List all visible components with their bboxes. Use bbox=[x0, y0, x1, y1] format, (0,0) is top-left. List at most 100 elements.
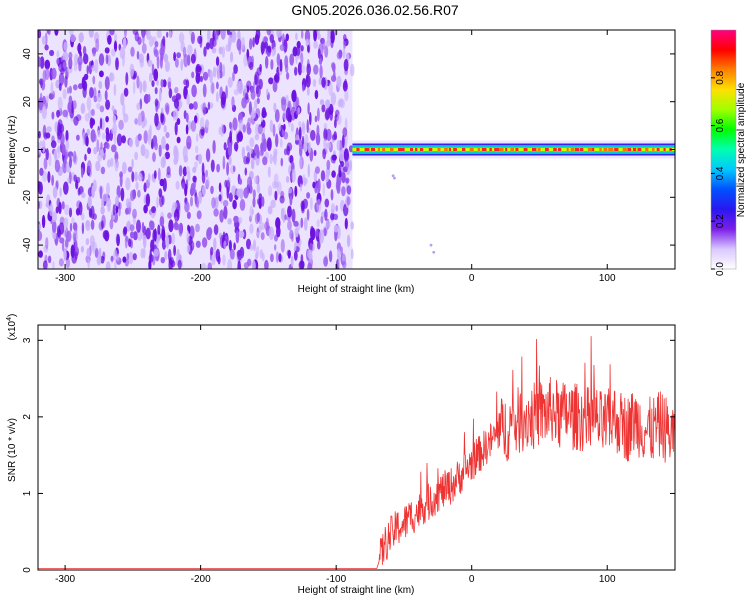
noise-speckle bbox=[321, 77, 326, 88]
noise-speckle bbox=[338, 170, 342, 178]
noise-speckle bbox=[192, 166, 197, 173]
noise-speckle bbox=[341, 134, 345, 149]
noise-speckle bbox=[209, 37, 214, 50]
noise-speckle bbox=[318, 77, 323, 86]
noise-speckle bbox=[78, 61, 82, 72]
x-tick-label: -300 bbox=[55, 273, 75, 284]
noise-speckle bbox=[284, 214, 287, 221]
noise-speckle bbox=[44, 44, 49, 51]
noise-speckle bbox=[249, 38, 253, 50]
noise-speckle bbox=[176, 136, 181, 144]
noise-speckle bbox=[76, 134, 80, 141]
noise-speckle bbox=[161, 107, 164, 114]
spectrogram-y-ticks: -40 -20 0 20 40 bbox=[22, 48, 675, 252]
noise-speckle bbox=[154, 112, 159, 127]
noise-speckle bbox=[190, 31, 195, 44]
noise-speckle bbox=[70, 33, 76, 43]
noise-speckle bbox=[101, 196, 104, 211]
noise-speckle bbox=[40, 80, 43, 89]
colorbar-frame bbox=[710, 29, 737, 270]
noise-speckle bbox=[293, 220, 299, 227]
noise-speckle bbox=[252, 189, 256, 199]
noise-speckle bbox=[299, 155, 303, 170]
noise-speckle bbox=[258, 197, 263, 209]
noise-speckle bbox=[138, 172, 143, 182]
noise-speckle bbox=[175, 180, 180, 190]
noise-speckle bbox=[49, 49, 55, 57]
noise-speckle bbox=[119, 173, 123, 188]
x-tick-label: -200 bbox=[191, 574, 211, 585]
noise-speckle bbox=[331, 62, 336, 70]
noise-speckle bbox=[279, 44, 285, 51]
noise-speckle bbox=[301, 30, 304, 39]
noise-speckle bbox=[312, 181, 316, 189]
noise-speckle bbox=[307, 249, 313, 259]
noise-speckle bbox=[220, 123, 224, 137]
noise-speckle bbox=[57, 96, 63, 111]
noise-speckle bbox=[254, 175, 259, 184]
noise-speckle bbox=[65, 257, 70, 269]
noise-speckle bbox=[319, 64, 323, 79]
noise-speckle bbox=[318, 57, 323, 65]
noise-speckle bbox=[41, 214, 46, 229]
noise-speckle bbox=[38, 230, 43, 241]
noise-speckle bbox=[94, 247, 99, 258]
noise-speckle bbox=[298, 260, 305, 269]
noise-speckle bbox=[254, 33, 260, 46]
noise-speckle bbox=[80, 245, 84, 253]
noise-speckle bbox=[229, 51, 234, 63]
noise-speckle bbox=[195, 145, 199, 154]
noise-speckle bbox=[213, 237, 217, 251]
noise-speckle bbox=[221, 91, 227, 106]
noise-speckle bbox=[275, 251, 279, 263]
snr-marks bbox=[38, 336, 675, 569]
noise-speckle bbox=[222, 155, 226, 170]
noise-speckle bbox=[38, 250, 43, 258]
noise-speckle bbox=[339, 149, 345, 162]
noise-speckle bbox=[126, 253, 130, 261]
colorbar: 0.0 0.2 0.4 0.6 0.8 Normalized spectral ampl… bbox=[710, 29, 747, 276]
noise-speckle bbox=[156, 79, 159, 86]
noise-speckle bbox=[159, 216, 165, 227]
noise-speckle bbox=[274, 109, 280, 123]
noise-speckle bbox=[330, 75, 337, 82]
noise-speckle bbox=[222, 254, 226, 266]
noise-speckle bbox=[156, 196, 159, 209]
noise-speckle bbox=[58, 72, 65, 86]
noise-speckle bbox=[218, 46, 223, 55]
noise-speckle bbox=[328, 250, 333, 263]
y-tick-label: -40 bbox=[22, 237, 33, 252]
noise-speckle bbox=[276, 30, 282, 38]
noise-speckle bbox=[266, 88, 269, 96]
noise-speckle bbox=[134, 118, 139, 125]
signal-peak bbox=[498, 148, 504, 151]
noise-speckle bbox=[254, 74, 258, 86]
noise-speckle bbox=[143, 204, 148, 214]
noise-speckle bbox=[100, 148, 104, 158]
noise-speckle bbox=[98, 70, 104, 78]
noise-speckle bbox=[317, 48, 321, 59]
noise-speckle bbox=[132, 253, 137, 261]
noise-speckle bbox=[256, 67, 262, 76]
signal-peak bbox=[410, 148, 413, 151]
noise-speckle bbox=[315, 132, 321, 146]
noise-speckle bbox=[174, 121, 178, 136]
y-tick-label: 2 bbox=[22, 414, 33, 420]
noise-speckle bbox=[217, 255, 221, 265]
noise-speckle bbox=[113, 83, 117, 96]
noise-speckle bbox=[335, 205, 339, 212]
noise-speckle bbox=[255, 123, 261, 137]
noise-speckle bbox=[278, 253, 282, 263]
noise-speckle bbox=[261, 196, 265, 207]
noise-speckle bbox=[341, 260, 347, 269]
signal-peak bbox=[390, 148, 394, 151]
noise-speckle bbox=[285, 175, 290, 183]
noise-speckle bbox=[41, 35, 47, 46]
noise-speckle bbox=[233, 64, 238, 75]
noise-speckle bbox=[306, 208, 310, 221]
noise-speckle bbox=[160, 79, 164, 88]
signal-peak bbox=[515, 148, 519, 151]
noise-speckle bbox=[102, 193, 109, 202]
snr-plot-area bbox=[38, 325, 675, 570]
